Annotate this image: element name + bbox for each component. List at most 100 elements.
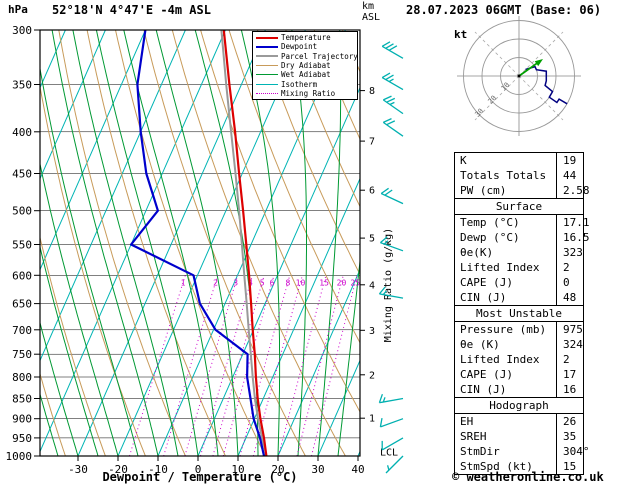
stat-label: StmDir bbox=[460, 445, 500, 458]
legend-item: Parcel Trajectory bbox=[256, 52, 357, 61]
stats-row: StmDir 304° bbox=[455, 444, 590, 459]
parcel-trajectory-curve bbox=[220, 30, 268, 456]
legend-label: Parcel Trajectory bbox=[281, 51, 357, 61]
temp-tick-label: 0 bbox=[195, 463, 202, 476]
stats-row: θe (K) 324 bbox=[455, 337, 583, 352]
mixing-ratio-value-label: 5 bbox=[260, 278, 265, 287]
stat-label: θe (K) bbox=[460, 338, 500, 351]
run-datetime-title: 28.07.2023 06GMT (Base: 06) bbox=[406, 3, 602, 17]
stat-label: Pressure (mb) bbox=[460, 323, 547, 336]
legend-swatch bbox=[256, 36, 278, 39]
pressure-tick-label: 500 bbox=[12, 205, 32, 218]
dry-adiabat-lines bbox=[40, 30, 360, 456]
km-tick-label: 1 bbox=[369, 414, 375, 425]
hodograph-unit-label: kt bbox=[454, 28, 467, 41]
legend-item: Dewpoint bbox=[256, 42, 357, 51]
stats-row: CIN (J) 48 bbox=[455, 290, 583, 305]
pressure-tick-label: 300 bbox=[12, 24, 32, 37]
mixing-ratio-value-label: 20 bbox=[337, 278, 347, 287]
legend-label: Isotherm bbox=[281, 79, 318, 89]
temp-tick-label: 10 bbox=[231, 463, 244, 476]
stat-label: StmSpd (kt) bbox=[460, 460, 533, 473]
pressure-tick-label: 600 bbox=[12, 269, 32, 282]
km-tick-label: 5 bbox=[369, 234, 375, 245]
stat-label: Dewp (°C) bbox=[460, 231, 520, 244]
temp-tick-label: -20 bbox=[108, 463, 128, 476]
stats-row: SREH 35 bbox=[455, 429, 583, 444]
stats-row: θe(K) 323 bbox=[455, 245, 583, 260]
storm-motion-arrow bbox=[518, 60, 541, 77]
km-tick-label: 8 bbox=[369, 86, 375, 97]
stat-value: 16 bbox=[556, 382, 583, 397]
legend-swatch bbox=[256, 74, 278, 76]
stats-row: CIN (J) 16 bbox=[455, 382, 583, 397]
stat-value: 2 bbox=[556, 352, 583, 367]
mixing-ratio-value-label: 8 bbox=[285, 278, 290, 287]
stats-row: Lifted Index 2 bbox=[455, 352, 583, 367]
x-axis-title: Dewpoint / Temperature (°C) bbox=[102, 470, 297, 484]
stat-label: Totals Totals bbox=[460, 169, 547, 182]
pressure-tick-label: 850 bbox=[12, 393, 32, 406]
stat-value: 0 bbox=[556, 275, 583, 290]
dewpoint-curve bbox=[130, 30, 266, 456]
mixing-ratio-value-label: 25 bbox=[350, 278, 360, 287]
temp-tick-label: 20 bbox=[271, 463, 284, 476]
km-tick-label: 7 bbox=[369, 137, 375, 148]
legend-item: Wet Adiabat bbox=[256, 70, 357, 79]
pressure-tick-label: 1000 bbox=[6, 450, 33, 463]
km-tick-label: 2 bbox=[369, 370, 375, 381]
stat-value: 323 bbox=[556, 245, 583, 260]
legend-item: Dry Adiabat bbox=[256, 61, 357, 70]
pressure-tick-label: 550 bbox=[12, 239, 32, 252]
stats-row: Lifted Index 2 bbox=[455, 260, 583, 275]
hodograph-ring-label: 10 bbox=[500, 81, 512, 93]
stat-value: 2.58 bbox=[556, 183, 590, 198]
pressure-tick-label: 950 bbox=[12, 432, 32, 445]
mixing-ratio-value-label: 2 bbox=[213, 278, 218, 287]
stats-row: Totals Totals 44 bbox=[455, 168, 583, 183]
stat-value: 17 bbox=[556, 367, 583, 382]
stats-row: Pressure (mb) 975 bbox=[455, 322, 583, 337]
stat-label: SREH bbox=[460, 430, 487, 443]
altitude-axis-unit-label: km ASL bbox=[362, 1, 380, 23]
km-tick-label: 3 bbox=[369, 326, 375, 337]
stats-row: CAPE (J) 0 bbox=[455, 275, 583, 290]
temperature-curve bbox=[222, 30, 268, 456]
legend-swatch bbox=[256, 65, 278, 67]
pressure-tick-label: 800 bbox=[12, 371, 32, 384]
stats-row: StmSpd (kt) 15 bbox=[455, 459, 583, 474]
stats-row: Temp (°C) 17.1 bbox=[455, 215, 590, 230]
pressure-tick-label: 400 bbox=[12, 126, 32, 139]
stat-value: 16.5 bbox=[556, 230, 590, 245]
legend-item: Mixing Ratio bbox=[256, 89, 357, 98]
legend-swatch bbox=[256, 45, 278, 48]
pressure-axis: 300 350 400 450 500 550 600 650 700 750 800 850 900 9… bbox=[6, 24, 40, 463]
pressure-tick-label: 350 bbox=[12, 79, 32, 92]
wet-adiabat-lines bbox=[40, 30, 360, 456]
stat-label: Temp (°C) bbox=[460, 216, 520, 229]
temp-tick-label: -30 bbox=[68, 463, 88, 476]
stats-row: PW (cm) 2.58 bbox=[455, 183, 590, 198]
stat-label: EH bbox=[460, 415, 474, 428]
stat-value: 15 bbox=[556, 459, 583, 474]
isotherm-lines bbox=[40, 30, 360, 456]
legend-label: Dry Adiabat bbox=[281, 61, 331, 71]
mixing-ratio-lines: 1 2 3 4 5 6 8 10 15 20 25 bbox=[129, 275, 360, 456]
mixing-ratio-value-label: 6 bbox=[270, 278, 275, 287]
copyright-text: © weatheronline.co.uk bbox=[452, 470, 604, 484]
km-tick-label: 6 bbox=[369, 186, 375, 197]
stat-value: 975 bbox=[556, 322, 583, 337]
stats-row: K 19 bbox=[455, 153, 583, 168]
stat-value: 2 bbox=[556, 260, 583, 275]
pressure-tick-label: 700 bbox=[12, 324, 32, 337]
stat-label: CAPE (J) bbox=[460, 368, 513, 381]
stat-label: CIN (J) bbox=[460, 291, 507, 304]
legend-label: Wet Adiabat bbox=[281, 70, 331, 80]
stats-row: EH 26 bbox=[455, 414, 583, 429]
stats-section-header: Surface bbox=[455, 198, 583, 215]
pressure-tick-label: 900 bbox=[12, 413, 32, 426]
sounding-profiles bbox=[130, 30, 268, 456]
hodograph-ring-label: 30 bbox=[474, 107, 486, 119]
